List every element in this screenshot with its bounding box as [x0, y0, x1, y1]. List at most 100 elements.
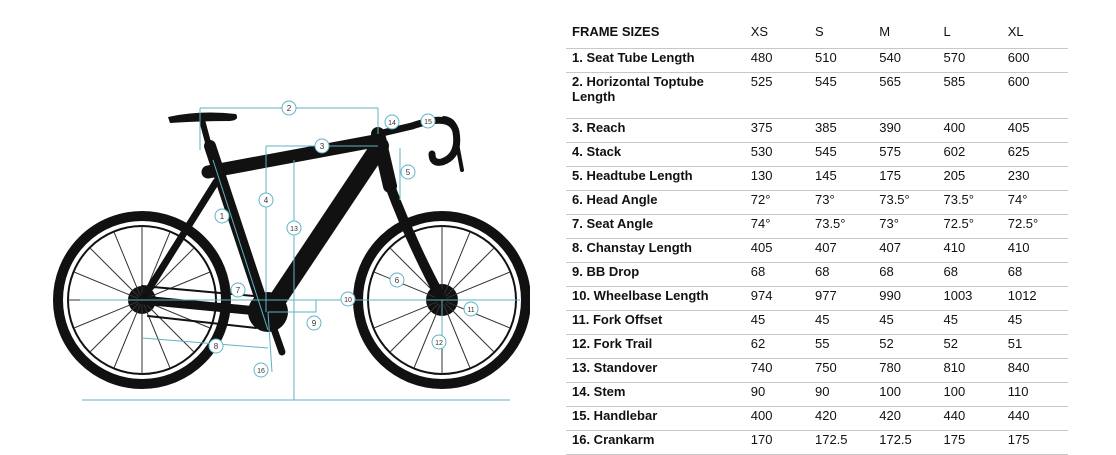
marker-16: 16	[253, 362, 269, 378]
cell-m: 45	[879, 310, 944, 335]
cell-s: 420	[814, 406, 880, 431]
cell-l: 175	[943, 430, 1008, 455]
cell-l: 73.5°	[943, 190, 1008, 215]
svg-text:12: 12	[435, 340, 443, 347]
cell-m: 390	[879, 118, 944, 143]
cell-l: 810	[943, 358, 1008, 383]
svg-text:1: 1	[220, 212, 225, 221]
cell-m: 990	[879, 286, 944, 311]
svg-text:11: 11	[467, 307, 474, 314]
cell-m: 420	[879, 406, 944, 431]
cell-xl: 600	[1007, 72, 1068, 119]
marker-14: 14	[384, 114, 400, 130]
cell-xl: 405	[1007, 118, 1068, 143]
cell-l: 400	[943, 118, 1008, 143]
svg-text:4: 4	[264, 196, 269, 205]
cell-xs: 375	[750, 118, 815, 143]
table-row: 12. Fork Trail 62 55 52 52 51	[566, 334, 1068, 359]
cell-l: 205	[943, 166, 1008, 191]
row-label: 2. Horizontal Toptube Length	[566, 72, 751, 119]
cell-xs: 525	[750, 72, 815, 119]
svg-text:16: 16	[257, 368, 265, 375]
table-row: 10. Wheelbase Length 974 977 990 1003 10…	[566, 286, 1068, 311]
svg-text:2: 2	[287, 104, 292, 113]
cell-xl: 175	[1007, 430, 1068, 455]
cell-l: 570	[943, 48, 1008, 73]
svg-text:7: 7	[236, 286, 241, 295]
row-label: 9. BB Drop	[566, 262, 751, 287]
row-label: 1. Seat Tube Length	[566, 48, 751, 73]
table-row: 8. Chanstay Length 405 407 407 410 410	[566, 238, 1068, 263]
cell-xs: 68	[750, 262, 815, 287]
bike-frame	[137, 117, 447, 356]
marker-6: 6	[389, 272, 405, 288]
cell-m: 73.5°	[879, 190, 944, 215]
marker-9: 9	[306, 315, 322, 331]
svg-text:3: 3	[320, 142, 325, 151]
row-label: 13. Standover	[566, 358, 751, 383]
cell-xl: 1012	[1007, 286, 1068, 311]
size-header-l: L	[943, 18, 1008, 49]
size-header-xl: XL	[1007, 18, 1068, 49]
table-row: 15. Handlebar 400 420 420 440 440	[566, 406, 1068, 431]
cell-xs: 74°	[750, 214, 815, 239]
cell-xl: 410	[1007, 238, 1068, 263]
cell-s: 750	[814, 358, 880, 383]
size-header-xs: XS	[750, 18, 815, 49]
cell-m: 52	[879, 334, 944, 359]
cell-xs: 90	[750, 382, 815, 407]
cell-xl: 230	[1007, 166, 1068, 191]
cell-xs: 45	[750, 310, 815, 335]
bike-illustration: 1 2 3 4 5 6 7 8	[53, 100, 530, 401]
row-label: 11. Fork Offset	[566, 310, 751, 335]
cell-l: 585	[943, 72, 1008, 119]
cell-xl: 74°	[1007, 190, 1068, 215]
cell-xl: 840	[1007, 358, 1068, 383]
bike-geometry-diagram: 1 2 3 4 5 6 7 8	[40, 90, 530, 420]
marker-4: 4	[258, 192, 274, 208]
size-header-m: M	[879, 18, 944, 49]
cell-s: 172.5	[814, 430, 880, 455]
cell-m: 575	[879, 142, 944, 167]
cell-xl: 51	[1007, 334, 1068, 359]
row-label: 4. Stack	[566, 142, 751, 167]
cell-m: 565	[879, 72, 944, 119]
cell-xl: 110	[1007, 382, 1068, 407]
cell-s: 977	[814, 286, 880, 311]
table-row: 5. Headtube Length 130 145 175 205 230	[566, 166, 1068, 191]
cell-xl: 72.5°	[1007, 214, 1068, 239]
marker-7: 7	[230, 282, 246, 298]
row-label: 12. Fork Trail	[566, 334, 751, 359]
cell-xs: 405	[750, 238, 815, 263]
measurement-lines	[80, 107, 520, 401]
marker-10: 10	[340, 291, 356, 307]
table-row: 3. Reach 375 385 390 400 405	[566, 118, 1068, 143]
table-row: 6. Head Angle 72° 73° 73.5° 73.5° 74°	[566, 190, 1068, 215]
cell-s: 385	[814, 118, 880, 143]
marker-8: 8	[208, 338, 224, 354]
cell-xs: 72°	[750, 190, 815, 215]
table-row: 2. Horizontal Toptube Length 525 545 565…	[566, 72, 1068, 119]
svg-text:5: 5	[406, 168, 411, 177]
marker-13: 13	[286, 220, 302, 236]
cell-l: 602	[943, 142, 1008, 167]
row-label: 6. Head Angle	[566, 190, 751, 215]
cell-m: 780	[879, 358, 944, 383]
cell-xs: 480	[750, 48, 815, 73]
row-label: 10. Wheelbase Length	[566, 286, 751, 311]
size-header-s: S	[814, 18, 880, 49]
marker-11: 11	[463, 301, 479, 317]
svg-text:8: 8	[214, 342, 219, 351]
cell-l: 45	[943, 310, 1008, 335]
cell-s: 510	[814, 48, 880, 73]
table-row: 1. Seat Tube Length 480 510 540 570 600	[566, 48, 1068, 73]
cell-xs: 400	[750, 406, 815, 431]
cell-s: 545	[814, 142, 880, 167]
cell-xs: 530	[750, 142, 815, 167]
table-row: 16. Crankarm 170 172.5 172.5 175 175	[566, 430, 1068, 455]
cell-xs: 62	[750, 334, 815, 359]
cell-xs: 740	[750, 358, 815, 383]
cell-m: 172.5	[879, 430, 944, 455]
cell-s: 68	[814, 262, 880, 287]
svg-text:9: 9	[312, 319, 317, 328]
